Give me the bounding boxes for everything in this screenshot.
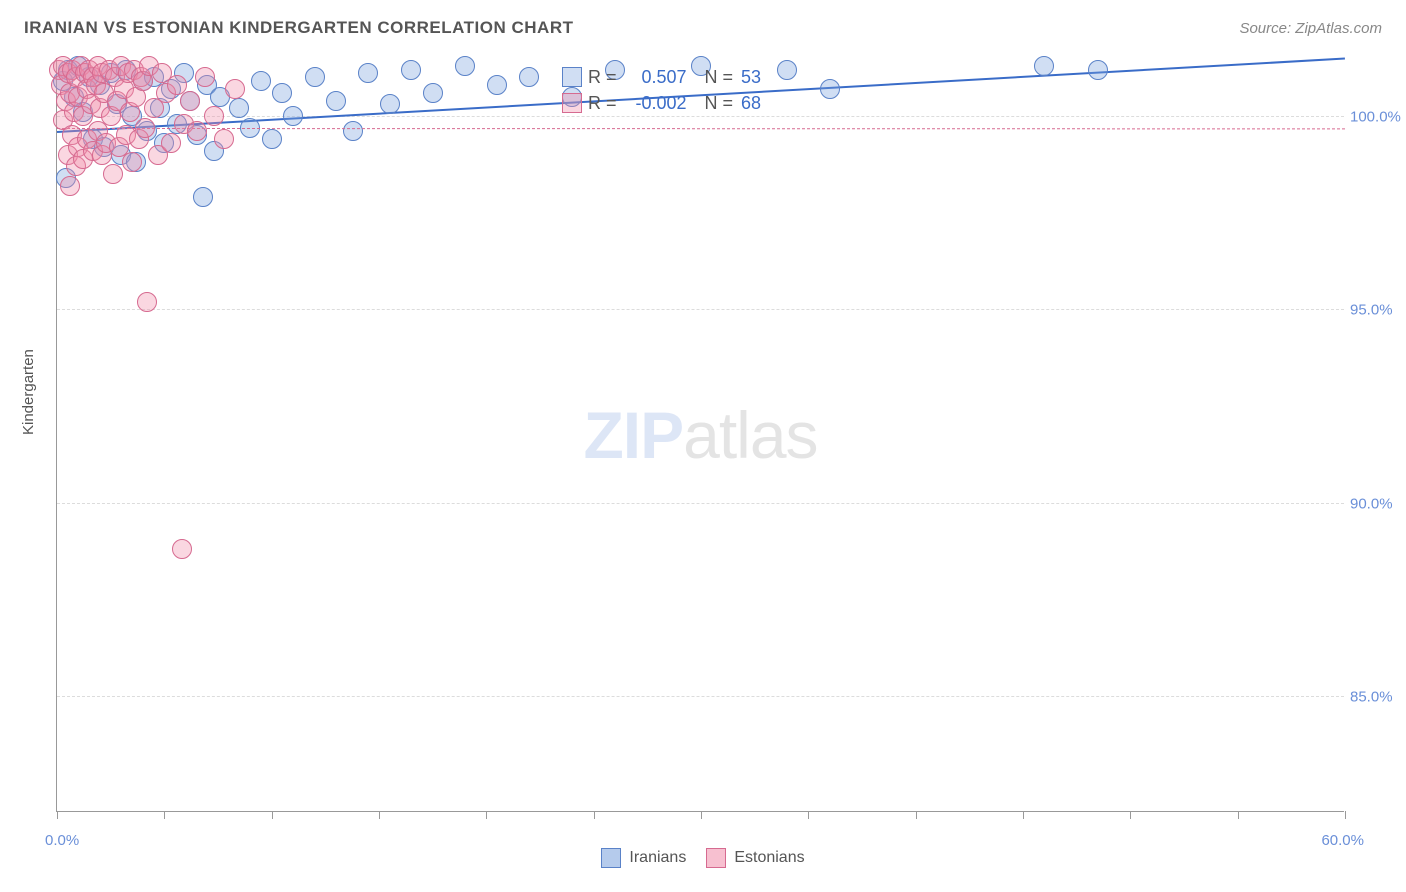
x-tick: [1130, 811, 1131, 819]
data-point: [487, 75, 507, 95]
bottom-legend: Iranians Estonians: [0, 848, 1406, 868]
data-point: [305, 67, 325, 87]
data-point: [562, 87, 582, 107]
data-point: [122, 152, 142, 172]
data-point: [343, 121, 363, 141]
x-tick: [57, 811, 58, 819]
legend-item: Iranians: [601, 848, 686, 868]
data-point: [691, 56, 711, 76]
data-point: [195, 67, 215, 87]
x-tick: [164, 811, 165, 819]
data-point: [251, 71, 271, 91]
gridline-h: 90.0%: [57, 503, 1344, 504]
legend-item: Estonians: [706, 848, 804, 868]
data-point: [214, 129, 234, 149]
data-point: [455, 56, 475, 76]
gridline-h: 85.0%: [57, 696, 1344, 697]
watermark: ZIPatlas: [583, 397, 817, 473]
x-tick: [1238, 811, 1239, 819]
legend-swatch: [706, 848, 726, 868]
data-point: [1034, 56, 1054, 76]
x-tick: [594, 811, 595, 819]
x-tick: [808, 811, 809, 819]
y-tick-label: 95.0%: [1350, 302, 1406, 319]
data-point: [180, 91, 200, 111]
watermark-zip: ZIP: [583, 398, 683, 472]
data-point: [777, 60, 797, 80]
data-point: [229, 98, 249, 118]
data-point: [193, 187, 213, 207]
legend-label: Iranians: [629, 849, 686, 867]
data-point: [401, 60, 421, 80]
x-max-label: 60.0%: [1321, 832, 1364, 849]
data-point: [135, 118, 155, 138]
x-tick: [916, 811, 917, 819]
data-point: [326, 91, 346, 111]
data-point: [161, 133, 181, 153]
data-point: [272, 83, 292, 103]
data-point: [103, 164, 123, 184]
x-tick: [379, 811, 380, 819]
data-point: [225, 79, 245, 99]
legend-swatch: [601, 848, 621, 868]
chart-header: IRANIAN VS ESTONIAN KINDERGARTEN CORRELA…: [24, 18, 1382, 38]
data-point: [820, 79, 840, 99]
x-min-label: 0.0%: [45, 832, 79, 849]
data-point: [358, 63, 378, 83]
legend-label: Estonians: [734, 849, 804, 867]
scatter-plot-area: ZIPatlas 85.0%90.0%95.0%100.0%0.0%60.0%: [56, 58, 1344, 812]
data-point: [204, 106, 224, 126]
y-tick-label: 90.0%: [1350, 495, 1406, 512]
x-tick: [701, 811, 702, 819]
data-point: [262, 129, 282, 149]
trendline-estonians: [57, 128, 1345, 129]
chart-title: IRANIAN VS ESTONIAN KINDERGARTEN CORRELA…: [24, 18, 574, 38]
x-tick: [486, 811, 487, 819]
y-axis-label: Kindergarten: [20, 349, 37, 435]
data-point: [605, 60, 625, 80]
data-point: [519, 67, 539, 87]
x-tick: [1023, 811, 1024, 819]
chart-source: Source: ZipAtlas.com: [1239, 20, 1382, 37]
x-tick: [272, 811, 273, 819]
watermark-atlas: atlas: [683, 398, 817, 472]
data-point: [423, 83, 443, 103]
data-point: [1088, 60, 1108, 80]
x-tick: [1345, 811, 1346, 819]
data-point: [172, 539, 192, 559]
data-point: [60, 176, 80, 196]
y-tick-label: 85.0%: [1350, 689, 1406, 706]
data-point: [137, 292, 157, 312]
data-point: [187, 121, 207, 141]
y-tick-label: 100.0%: [1350, 109, 1406, 126]
gridline-h: 95.0%: [57, 309, 1344, 310]
data-point: [380, 94, 400, 114]
data-point: [283, 106, 303, 126]
